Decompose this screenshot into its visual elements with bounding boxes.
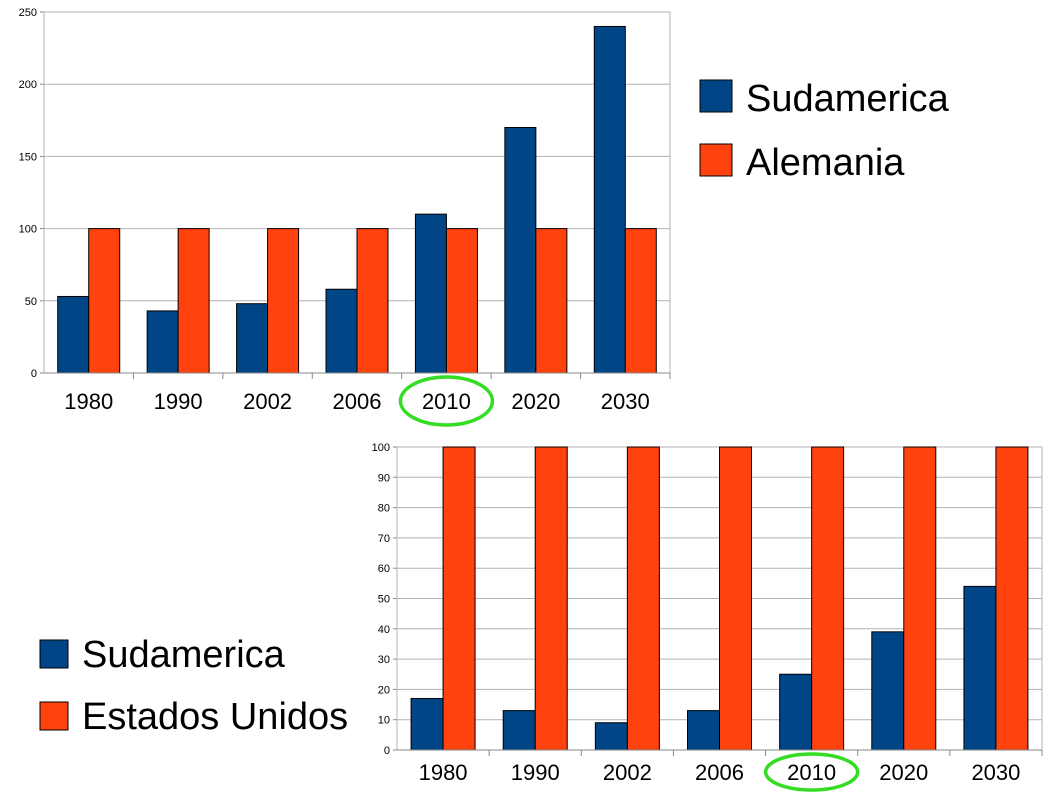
legend-label-1: Sudamerica xyxy=(746,78,950,120)
bar-alemania-2006 xyxy=(356,228,389,374)
y-tick-label: 60 xyxy=(378,563,390,575)
y-tick-label: 20 xyxy=(378,684,390,696)
x-tick-label-2006: 2006 xyxy=(333,389,382,414)
x-tick-label-2010: 2010 xyxy=(422,389,471,414)
y-tick-label: 40 xyxy=(378,624,390,636)
bar-sudamerica-2030 xyxy=(963,585,997,751)
x-tick-label-1980: 1980 xyxy=(64,389,113,414)
bar-estados-unidos-2002 xyxy=(626,446,660,751)
x-tick-label-2030: 2030 xyxy=(601,389,650,414)
bar-sudamerica-2002 xyxy=(236,303,269,374)
legend-swatch-1 xyxy=(39,639,69,669)
legend-label-2: Alemania xyxy=(746,142,905,184)
y-tick-label: 30 xyxy=(378,654,390,666)
bar-sudamerica-2010 xyxy=(779,673,813,751)
bar-estados-unidos-1980 xyxy=(442,446,476,751)
bar-estados-unidos-2020 xyxy=(903,446,937,751)
bar-estados-unidos-2030 xyxy=(995,446,1029,751)
y-tick-label: 70 xyxy=(378,533,390,545)
bar-alemania-2002 xyxy=(267,228,300,374)
bar-alemania-2030 xyxy=(624,228,657,374)
bar-estados-unidos-2010 xyxy=(811,446,845,751)
x-tick-label-2010: 2010 xyxy=(787,760,836,785)
y-tick-label: 100 xyxy=(19,224,37,236)
y-tick-label: 10 xyxy=(378,715,390,727)
bar-sudamerica-2006 xyxy=(325,288,358,374)
bar-sudamerica-2030 xyxy=(593,25,626,374)
chart-1: 0 50 100 150 200 250 1980 1990 2002 2006 2010 2020 2… xyxy=(19,7,950,427)
bar-alemania-1980 xyxy=(88,228,121,374)
legend: Sudamerica Estados Unidos xyxy=(39,634,348,738)
legend-swatch-2 xyxy=(699,143,733,177)
y-tick-label: 80 xyxy=(378,503,390,515)
x-tick-label-1990: 1990 xyxy=(154,389,203,414)
x-tick-label-1980: 1980 xyxy=(419,760,468,785)
legend-label-2: Estados Unidos xyxy=(82,696,348,738)
y-tick-label: 150 xyxy=(19,151,37,163)
y-tick-label: 250 xyxy=(19,7,37,19)
highlight-ellipse xyxy=(398,375,495,427)
y-tick-label: 50 xyxy=(378,594,390,606)
x-tick-label-2030: 2030 xyxy=(971,760,1020,785)
legend-swatch-1 xyxy=(699,79,733,113)
y-tick-label: 0 xyxy=(384,745,390,757)
legend-swatch-2 xyxy=(39,701,69,731)
bar-alemania-2020 xyxy=(535,228,568,374)
bar-sudamerica-1990 xyxy=(502,710,536,751)
x-tick-label-2002: 2002 xyxy=(243,389,292,414)
bar-sudamerica-1980 xyxy=(57,295,90,374)
bar-sudamerica-2006 xyxy=(687,710,720,751)
bar-alemania-1990 xyxy=(177,228,210,374)
y-tick-label: 50 xyxy=(25,296,37,308)
legend-label-1: Sudamerica xyxy=(82,634,286,676)
bar-alemania-2010 xyxy=(445,228,478,374)
y-tick-label: 200 xyxy=(19,79,37,91)
bar-sudamerica-1990 xyxy=(146,310,179,374)
bar-sudamerica-2020 xyxy=(504,127,537,374)
x-tick-label-2002: 2002 xyxy=(603,760,652,785)
legend: Sudamerica Alemania xyxy=(699,78,950,184)
x-tick-label-2020: 2020 xyxy=(879,760,928,785)
bar-sudamerica-2010 xyxy=(414,213,447,374)
highlight-ellipse xyxy=(763,752,860,792)
bar-sudamerica-2020 xyxy=(871,631,905,751)
x-tick-label-1990: 1990 xyxy=(511,760,560,785)
bar-sudamerica-1980 xyxy=(410,697,444,751)
y-tick-label: 90 xyxy=(378,472,390,484)
bar-estados-unidos-2006 xyxy=(719,446,752,751)
y-tick-label: 0 xyxy=(31,368,37,380)
bar-sudamerica-2002 xyxy=(594,722,628,751)
x-tick-label-2020: 2020 xyxy=(511,389,560,414)
bar-estados-unidos-1990 xyxy=(534,446,568,751)
x-tick-label-2006: 2006 xyxy=(695,760,744,785)
y-tick-label: 100 xyxy=(372,442,390,454)
